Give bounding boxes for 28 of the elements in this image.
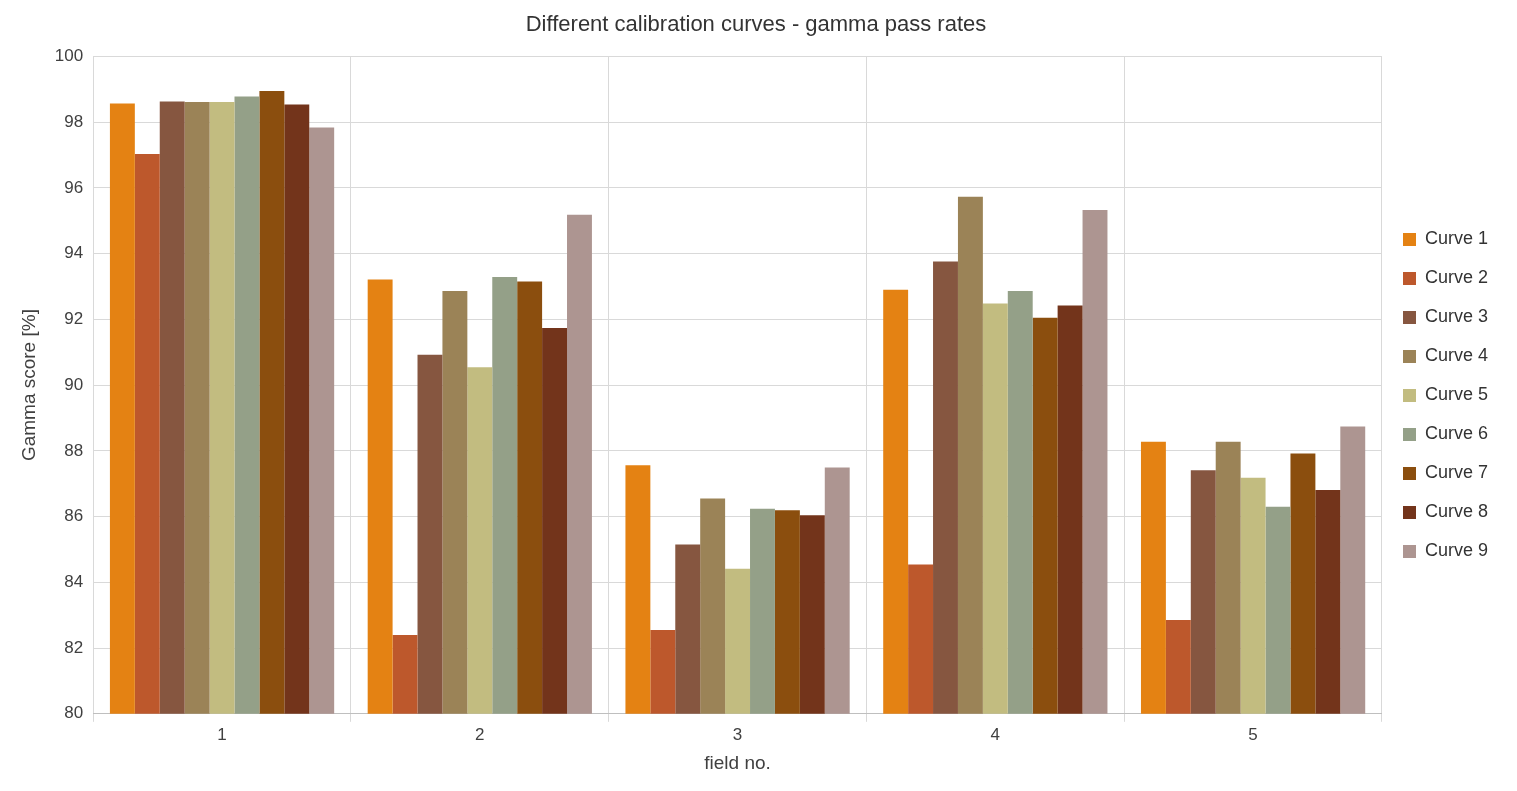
legend-label: Curve 4 (1424, 345, 1488, 366)
y-axis-title: Gamma score [%] (17, 309, 39, 462)
legend-label: Curve 9 (1424, 540, 1488, 561)
legend-label: Curve 6 (1424, 423, 1488, 444)
x-tick-label: 1 (217, 724, 227, 744)
y-tick-label: 88 (64, 440, 84, 460)
legend-label: Curve 2 (1424, 267, 1488, 288)
x-tick-label: 3 (732, 724, 743, 744)
x-tick-label: 2 (475, 724, 485, 744)
legend-label: Curve 7 (1424, 462, 1488, 483)
x-tick-label: 5 (1248, 724, 1258, 744)
x-axis-title: field no. (704, 751, 771, 773)
y-tick-label: 80 (64, 703, 84, 723)
legend-label: Curve 1 (1424, 228, 1488, 249)
y-tick-label: 98 (64, 111, 84, 131)
y-tick-label: 96 (64, 177, 84, 197)
legend-label: Curve 3 (1424, 306, 1488, 327)
x-tick-label: 4 (990, 724, 1001, 744)
y-tick-label: 100 (54, 46, 84, 66)
chart-title: Different calibration curves - gamma pass rates (525, 11, 987, 37)
y-tick-label: 92 (64, 309, 84, 329)
y-tick-label: 82 (64, 637, 84, 657)
y-tick-label: 94 (64, 243, 84, 263)
legend-label: Curve 8 (1424, 501, 1488, 522)
y-tick-label: 84 (64, 572, 84, 592)
y-tick-label: 90 (64, 374, 84, 394)
y-tick-label: 86 (64, 506, 84, 526)
legend-label: Curve 5 (1424, 384, 1488, 405)
